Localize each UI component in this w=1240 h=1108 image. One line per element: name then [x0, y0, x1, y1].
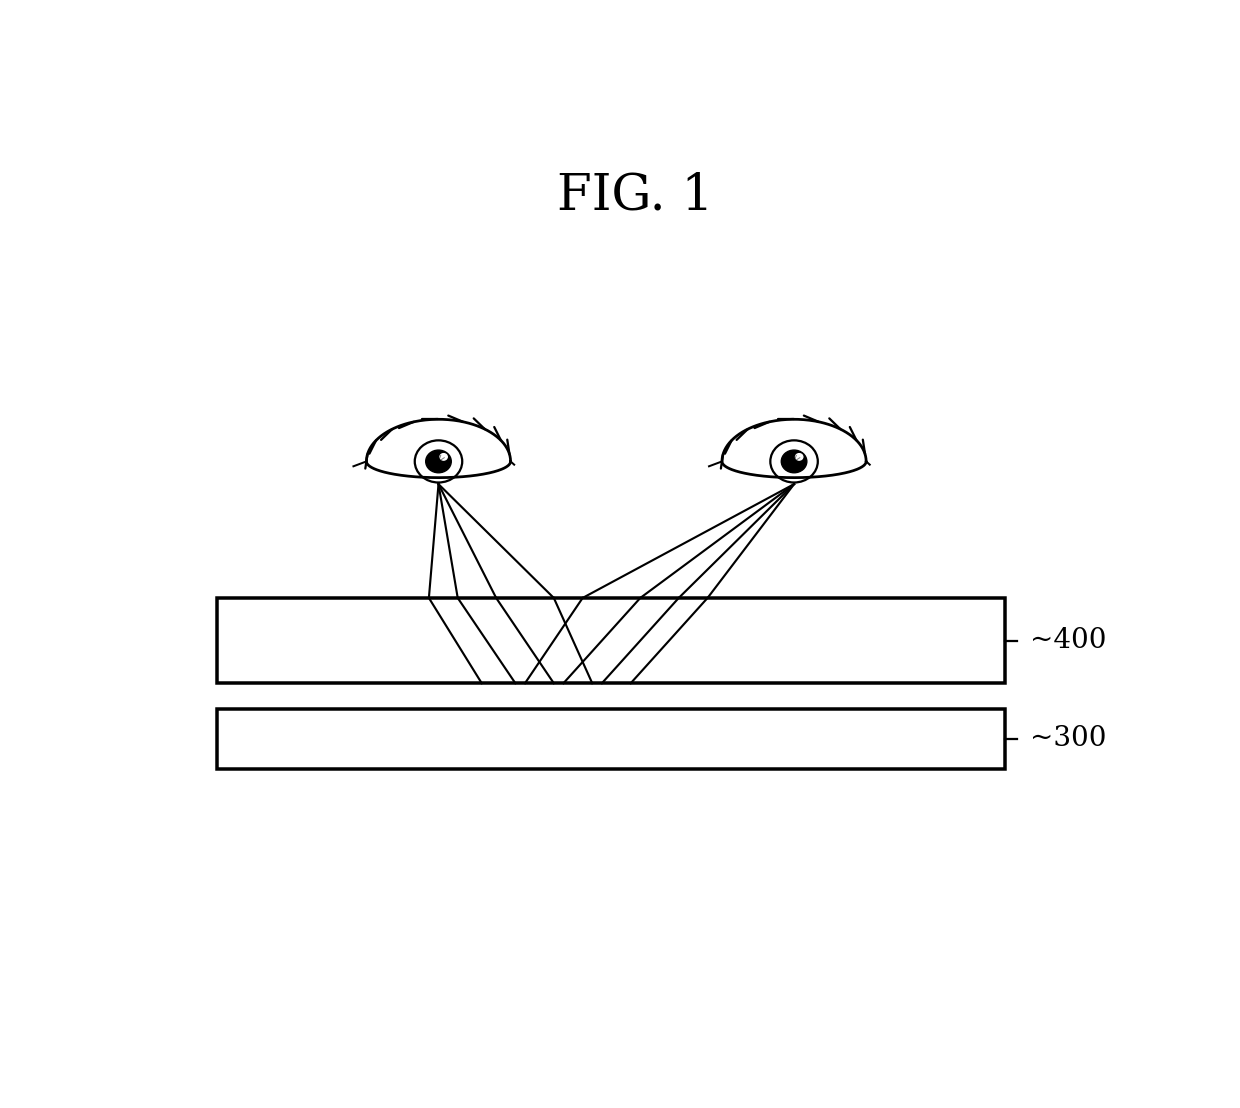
Circle shape — [781, 450, 807, 473]
Text: ~400: ~400 — [1029, 627, 1106, 654]
Circle shape — [440, 453, 448, 460]
Circle shape — [796, 453, 802, 460]
Text: ~300: ~300 — [1029, 726, 1106, 752]
Text: FIG. 1: FIG. 1 — [557, 172, 714, 220]
Bar — [217, 709, 1006, 769]
Bar — [217, 598, 1006, 684]
Circle shape — [425, 450, 451, 473]
